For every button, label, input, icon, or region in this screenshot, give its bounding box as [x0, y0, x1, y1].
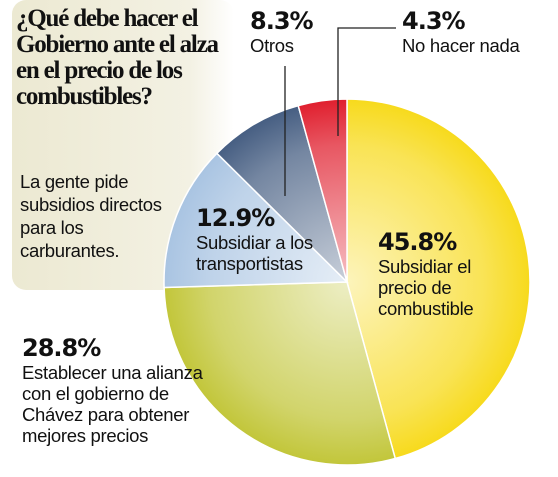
value-label: 28.8%	[22, 334, 101, 362]
chart-subtitle: La gente pide subsidios directos para lo…	[20, 171, 162, 261]
value-label: 45.8%	[378, 228, 457, 256]
value-label: 8.3%	[250, 7, 314, 35]
value-label: 12.9%	[196, 204, 275, 232]
pie-slice	[346, 98, 531, 460]
slice-label: 12.9% Subsidiar a los transportistas	[196, 204, 346, 274]
pie-slice	[163, 152, 349, 289]
category-label: Otros	[250, 35, 294, 56]
category-label: No hacer nada	[402, 35, 520, 56]
pie-slice	[297, 98, 348, 283]
slice-label: 8.3% Otros	[250, 7, 370, 56]
pie-slice	[215, 104, 349, 285]
slice-label: 4.3% No hacer nada	[402, 7, 542, 56]
pie	[163, 98, 531, 466]
chart-title: ¿Qué debe hacer el Gobierno ante el alza…	[16, 5, 219, 110]
slice-label: 45.8% Subsidiar el precio de combustible	[378, 228, 518, 319]
leader-line	[337, 27, 396, 136]
value-label: 4.3%	[402, 7, 466, 35]
category-label: Subsidiar el precio de combustible	[378, 256, 474, 319]
pie-slice	[163, 281, 397, 466]
slice-label: 28.8% Establecer una alianza con el gobie…	[22, 334, 222, 446]
category-label: Establecer una alianza con el gobierno d…	[22, 362, 203, 446]
category-label: Subsidiar a los transportistas	[196, 232, 313, 274]
